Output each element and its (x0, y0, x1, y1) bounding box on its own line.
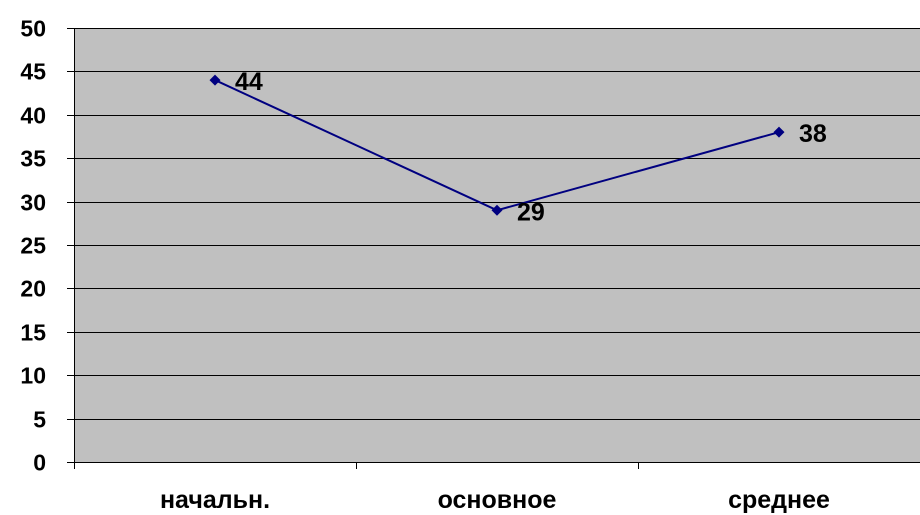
data-point-marker (209, 74, 221, 86)
gridlines (74, 28, 920, 420)
data-label: 44 (235, 68, 263, 96)
y-tick-label: 40 (20, 103, 46, 129)
y-tick-label: 20 (20, 276, 46, 302)
x-tick-label: начальн. (160, 486, 270, 514)
y-tick-label: 25 (20, 233, 46, 259)
y-tick-label: 10 (20, 363, 46, 389)
x-tick-label: среднее (728, 486, 830, 514)
data-point-marker (491, 204, 503, 216)
y-tick-label: 0 (33, 450, 46, 476)
x-axis: начальн. основное среднее (74, 462, 920, 514)
y-axis: 0 5 10 15 20 25 30 35 40 45 50 (20, 16, 75, 476)
y-tick-label: 5 (33, 407, 46, 433)
data-label: 38 (799, 120, 827, 148)
y-tick-label: 35 (20, 146, 46, 172)
y-tick-label: 45 (20, 59, 46, 85)
x-tick-label: основное (438, 486, 557, 514)
y-tick-label: 15 (20, 320, 46, 346)
y-tick-label: 50 (20, 16, 46, 42)
data-labels-layer: 44 29 38 (235, 68, 827, 226)
series-layer (209, 74, 785, 216)
data-point-marker (773, 126, 785, 138)
y-tick-label: 30 (20, 190, 46, 216)
data-label: 29 (517, 198, 545, 226)
